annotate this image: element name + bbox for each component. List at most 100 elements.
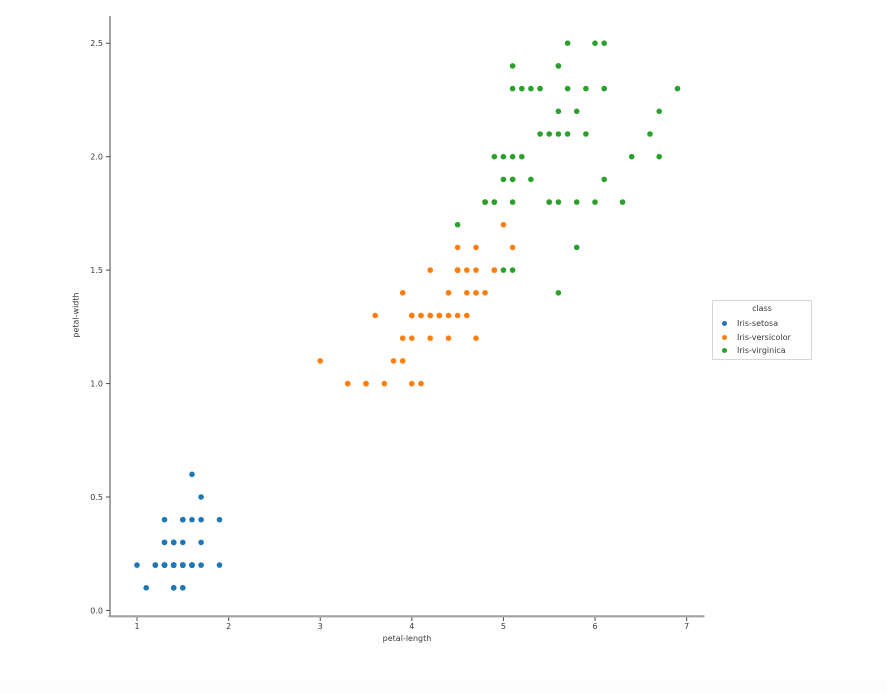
data-point-iris-virginica — [509, 63, 516, 69]
x-tick-label: 6 — [592, 622, 597, 631]
data-point-iris-virginica — [454, 221, 461, 228]
data-point-iris-virginica — [509, 153, 516, 160]
data-point-iris-versicolor — [317, 358, 324, 364]
data-point-iris-versicolor — [409, 380, 415, 387]
data-point-iris-virginica — [500, 267, 507, 273]
data-point-iris-versicolor — [418, 312, 424, 319]
legend-title: class — [752, 304, 772, 313]
data-point-iris-virginica — [500, 153, 507, 160]
data-point-iris-virginica — [491, 153, 498, 160]
x-tick-label: 1 — [134, 622, 139, 631]
data-point-iris-virginica — [509, 176, 516, 183]
data-point-iris-versicolor — [445, 335, 452, 342]
y-axis-label: petal-width — [71, 292, 81, 338]
data-point-iris-virginica — [573, 108, 580, 115]
data-point-iris-setosa — [161, 539, 168, 546]
data-point-iris-setosa — [189, 471, 195, 478]
data-point-iris-virginica — [583, 85, 589, 92]
data-point-iris-versicolor — [381, 380, 388, 387]
legend: class Iris-setosa Iris-versicolor Iris-v… — [712, 300, 812, 361]
data-point-iris-versicolor — [409, 312, 415, 319]
legend-label-setosa: Iris-setosa — [737, 319, 779, 329]
data-point-iris-versicolor — [399, 290, 406, 296]
data-point-iris-versicolor — [464, 290, 470, 296]
data-point-iris-setosa — [161, 562, 168, 568]
data-point-iris-virginica — [509, 85, 516, 92]
data-point-iris-versicolor — [491, 267, 498, 273]
data-point-iris-versicolor — [464, 267, 470, 273]
data-point-iris-virginica — [546, 199, 552, 205]
data-point-iris-setosa — [216, 562, 223, 568]
x-axis-label: petal-length — [382, 634, 432, 643]
x-tick-label: 5 — [501, 622, 506, 631]
data-point-iris-setosa — [198, 494, 204, 500]
data-point-iris-virginica — [537, 85, 543, 92]
data-point-iris-setosa — [170, 562, 177, 568]
data-point-iris-versicolor — [454, 312, 461, 319]
data-point-iris-virginica — [482, 199, 488, 205]
x-tick-label: 3 — [318, 622, 323, 631]
data-point-iris-virginica — [564, 131, 571, 137]
data-point-iris-setosa — [170, 585, 177, 591]
x-tick-label: 2 — [226, 622, 231, 631]
data-point-iris-virginica — [491, 199, 498, 205]
data-point-iris-virginica — [555, 108, 562, 115]
data-point-iris-versicolor — [454, 244, 461, 251]
data-point-iris-setosa — [170, 539, 177, 546]
data-point-iris-versicolor — [363, 380, 369, 387]
data-point-iris-versicolor — [482, 290, 488, 296]
data-point-iris-versicolor — [500, 221, 507, 228]
data-point-iris-virginica — [564, 40, 571, 46]
data-point-iris-setosa — [143, 585, 149, 591]
data-point-iris-virginica — [592, 40, 598, 46]
data-point-iris-setosa — [180, 516, 186, 523]
legend-marker-virginica-icon — [722, 347, 727, 353]
x-tick-label: 7 — [684, 622, 689, 631]
data-point-iris-setosa — [180, 562, 186, 568]
data-point-iris-versicolor — [454, 267, 461, 273]
data-point-iris-versicolor — [399, 335, 406, 342]
data-point-iris-virginica — [555, 290, 562, 296]
data-point-iris-virginica — [601, 176, 607, 183]
data-point-iris-versicolor — [473, 244, 479, 251]
data-point-iris-virginica — [573, 199, 580, 205]
data-point-iris-virginica — [647, 131, 653, 137]
data-point-iris-virginica — [619, 199, 626, 205]
data-point-iris-virginica — [528, 176, 534, 183]
data-point-iris-versicolor — [509, 244, 516, 251]
data-point-iris-setosa — [152, 562, 159, 568]
data-point-iris-setosa — [216, 516, 223, 523]
data-point-iris-setosa — [189, 562, 195, 568]
data-point-iris-virginica — [537, 131, 543, 137]
data-point-iris-virginica — [601, 85, 607, 92]
data-point-iris-versicolor — [473, 290, 479, 296]
data-point-iris-virginica — [555, 131, 562, 137]
data-point-iris-virginica — [509, 199, 516, 205]
data-point-iris-setosa — [180, 539, 186, 546]
data-point-iris-virginica — [674, 85, 681, 92]
data-point-iris-setosa — [198, 562, 204, 568]
y-tick-label: 2.5 — [90, 39, 103, 48]
data-point-iris-virginica — [546, 131, 552, 137]
data-point-iris-setosa — [161, 516, 168, 523]
data-point-iris-versicolor — [427, 267, 434, 273]
y-tick-label: 0.0 — [90, 606, 103, 615]
data-point-iris-virginica — [628, 153, 635, 160]
data-point-iris-versicolor — [473, 335, 479, 342]
data-point-iris-virginica — [500, 176, 507, 183]
legend-marker-versicolor-icon — [722, 334, 727, 340]
data-point-iris-virginica — [555, 199, 562, 205]
data-point-iris-versicolor — [427, 335, 434, 342]
legend-label-versicolor: Iris-versicolor — [737, 332, 791, 342]
data-point-iris-virginica — [601, 40, 607, 46]
y-tick-label: 1.5 — [90, 266, 103, 275]
data-point-iris-virginica — [656, 108, 662, 115]
data-point-iris-versicolor — [372, 312, 379, 319]
legend-item-iris-virginica: Iris-virginica — [713, 344, 811, 357]
data-point-iris-versicolor — [436, 312, 443, 319]
data-point-iris-virginica — [573, 244, 580, 251]
legend-label-virginica: Iris-virginica — [737, 345, 786, 355]
data-point-iris-virginica — [564, 85, 571, 92]
y-tick-label: 2.0 — [90, 152, 103, 161]
